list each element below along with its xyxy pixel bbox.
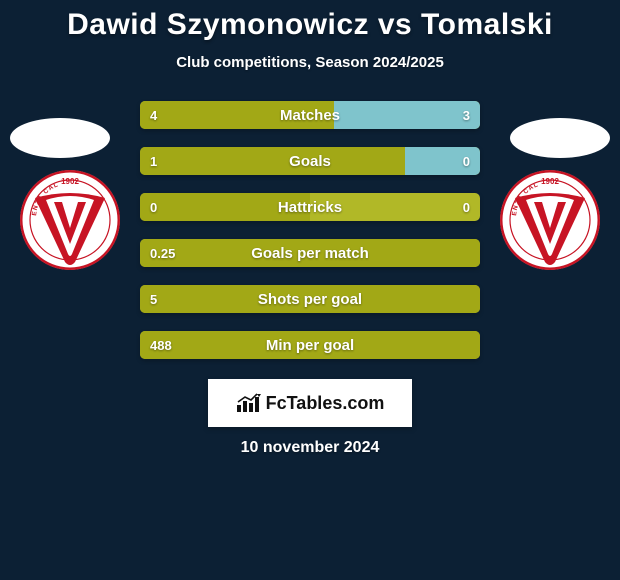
- chart-icon: [236, 393, 262, 413]
- player-avatar-right: [510, 118, 610, 158]
- stat-row: Shots per goal5: [140, 285, 480, 313]
- stat-bar-left: [140, 101, 334, 129]
- date-label: 10 november 2024: [0, 439, 620, 457]
- stat-bar-left: [140, 239, 480, 267]
- club-badge-svg-left: 1902 ENZA CAL: [20, 170, 120, 270]
- stat-row: Goals10: [140, 147, 480, 175]
- stat-row: Matches43: [140, 101, 480, 129]
- stat-row: Hattricks00: [140, 193, 480, 221]
- stat-row: Min per goal488: [140, 331, 480, 359]
- branding-label: FcTables.com: [266, 393, 385, 414]
- stat-bar-right: [334, 101, 480, 129]
- stat-bar-left: [140, 147, 405, 175]
- stat-bar-left: [140, 193, 310, 221]
- comparison-infographic: Dawid Szymonowicz vs Tomalski Club compe…: [0, 0, 620, 580]
- club-badge-left: 1902 ENZA CAL: [20, 170, 120, 270]
- stat-row: Goals per match0.25: [140, 239, 480, 267]
- player-avatar-left: [10, 118, 110, 158]
- stat-bars: Matches43 Goals10 Hattricks00 Goals per mat…: [140, 101, 480, 359]
- stat-bar-left: [140, 331, 480, 359]
- branding-box: FcTables.com: [208, 379, 412, 427]
- stat-bar-left: [140, 285, 480, 313]
- stat-bar-right: [405, 147, 480, 175]
- stat-value-right: 0: [463, 193, 470, 221]
- club-badge-svg-right: 1902 ENZA CAL: [500, 170, 600, 270]
- club-badge-right: 1902 ENZA CAL: [500, 170, 600, 270]
- svg-text:1902: 1902: [541, 177, 559, 186]
- svg-text:1902: 1902: [61, 177, 79, 186]
- subtitle: Club competitions, Season 2024/2025: [0, 54, 620, 71]
- page-title: Dawid Szymonowicz vs Tomalski: [0, 8, 620, 42]
